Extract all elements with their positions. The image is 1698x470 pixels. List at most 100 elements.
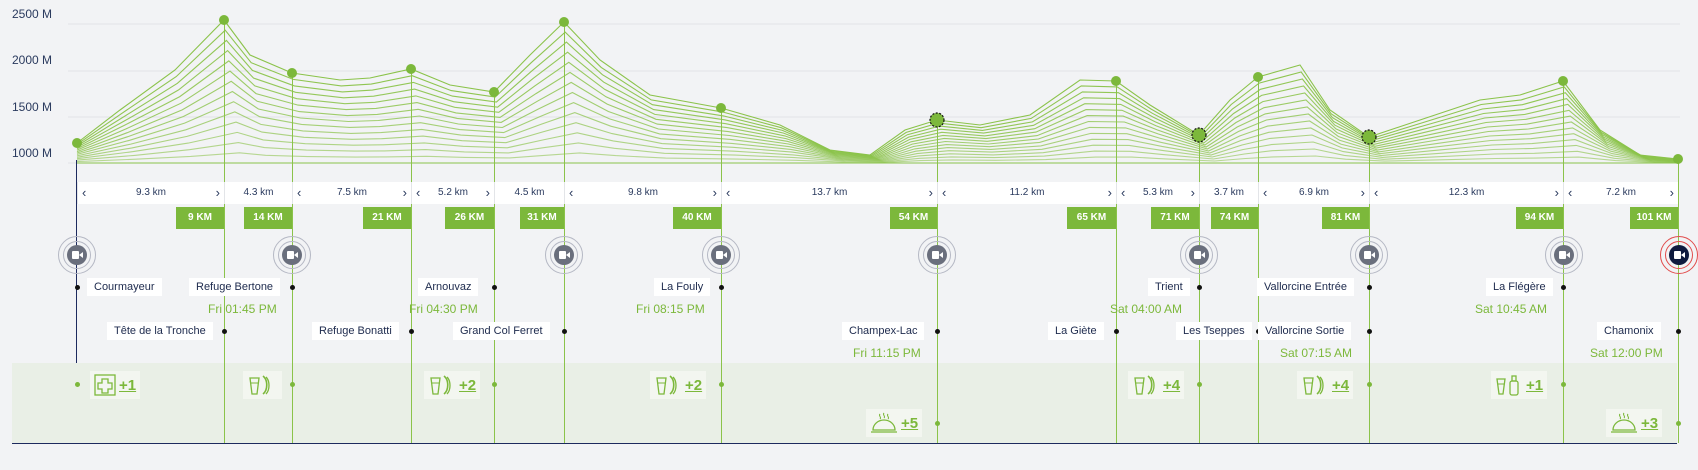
location-label-refuge-bonatti[interactable]: Refuge Bonatti — [312, 322, 399, 340]
checkpoint-marker-dashed — [1361, 129, 1377, 145]
location-dot — [562, 329, 567, 334]
chevron-right-icon: › — [1107, 185, 1112, 200]
km-marker: 31 KM — [520, 207, 564, 229]
service-dot — [719, 382, 724, 387]
webcam-button[interactable] — [545, 236, 583, 274]
location-label-chamonix[interactable]: Chamonix — [1597, 322, 1661, 340]
webcam-button[interactable] — [1180, 236, 1218, 274]
location-label-la-fouly[interactable]: La Fouly — [654, 278, 711, 296]
location-dot — [222, 329, 227, 334]
checkpoint-marker — [1558, 76, 1568, 86]
location-label-la-giete[interactable]: La Giète — [1048, 322, 1104, 340]
location-line — [411, 69, 412, 443]
segment-2[interactable]: 4.3 km — [224, 182, 292, 204]
services-vallorcine[interactable]: +4 — [1297, 371, 1354, 399]
chevron-right-icon: › — [402, 185, 407, 200]
segment-10[interactable]: 3.7 km — [1199, 182, 1258, 204]
location-label-vallorcine-sortie[interactable]: Vallorcine Sortie — [1258, 322, 1352, 340]
chevron-left-icon: ‹ — [82, 185, 87, 200]
location-label-la-flegere[interactable]: La Flégère — [1486, 278, 1553, 296]
service-count: +1 — [119, 376, 137, 394]
chevron-left-icon: ‹ — [1263, 185, 1268, 200]
segment-13[interactable]: ‹ 7.2 km › — [1563, 182, 1678, 204]
chevron-left-icon: ‹ — [942, 185, 947, 200]
video-camera-icon — [1559, 251, 1570, 259]
services-la-fouly[interactable]: +2 — [650, 371, 707, 399]
hot-meal-icon — [1611, 412, 1637, 433]
location-dot — [75, 285, 80, 290]
checkpoint-marker — [716, 103, 726, 113]
location-label-arnouvaz[interactable]: Arnouvaz — [418, 278, 479, 296]
webcam-button[interactable] — [58, 236, 96, 274]
elevation-ridge — [76, 49, 1679, 161]
segment-11[interactable]: ‹ 6.9 km › — [1258, 182, 1369, 204]
services-courmayeur[interactable]: +1 — [90, 371, 141, 399]
location-label-courmayeur[interactable]: Courmayeur — [87, 278, 162, 296]
hot-meal-icon — [871, 412, 897, 433]
chevron-left-icon: ‹ — [1121, 185, 1126, 200]
services-trient[interactable]: +4 — [1128, 371, 1185, 399]
km-marker: 54 KM — [890, 207, 937, 229]
location-label-les-tseppes[interactable]: Les Tseppes — [1176, 322, 1252, 340]
services-champex-lac[interactable]: +5 — [866, 409, 923, 437]
segment-1[interactable]: ‹ 9.3 km › — [77, 182, 224, 204]
km-marker: 94 KM — [1516, 207, 1563, 229]
webcam-live-button[interactable] — [1660, 236, 1698, 274]
location-label-champex-lac[interactable]: Champex-Lac — [842, 322, 925, 340]
video-camera-icon — [287, 251, 298, 259]
location-dot — [1561, 285, 1566, 290]
service-dot — [1197, 382, 1202, 387]
video-camera-icon — [932, 251, 943, 259]
services-chamonix[interactable]: +3 — [1606, 409, 1663, 437]
services-band — [12, 363, 1677, 443]
webcam-button[interactable] — [1545, 236, 1583, 274]
chevron-right-icon: › — [712, 185, 717, 200]
location-line — [224, 22, 225, 443]
elevation-ridge — [76, 70, 1679, 161]
webcam-button[interactable] — [702, 236, 740, 274]
location-line — [1258, 77, 1259, 443]
drink-bottle-icon — [1496, 375, 1519, 396]
location-label-tete-de-la-tronche[interactable]: Tête de la Tronche — [107, 322, 213, 340]
km-marker: 9 KM — [176, 207, 224, 229]
location-label-trient[interactable]: Trient — [1148, 278, 1190, 296]
chevron-left-icon: ‹ — [1568, 185, 1573, 200]
elevation-ridge — [76, 60, 1679, 161]
location-time: Sat 04:00 AM — [1110, 302, 1183, 316]
video-camera-icon — [716, 251, 727, 259]
webcam-button[interactable] — [273, 236, 311, 274]
location-label-refuge-bertone[interactable]: Refuge Bertone — [189, 278, 281, 296]
services-la-flegere[interactable]: +1 — [1491, 371, 1548, 399]
location-dot — [719, 285, 724, 290]
y-axis-label-2000: 2000 M — [12, 53, 53, 67]
segment-5[interactable]: 4.5 km — [494, 182, 564, 204]
segment-7[interactable]: ‹ 13.7 km › — [721, 182, 937, 204]
chevron-right-icon: › — [1360, 185, 1365, 200]
segment-4[interactable]: ‹ 5.2 km › — [411, 182, 494, 204]
service-dot — [1676, 421, 1681, 426]
service-dot — [492, 382, 497, 387]
webcam-button[interactable] — [1350, 236, 1388, 274]
services-refuge-bertone[interactable] — [243, 371, 282, 399]
location-label-grand-col-ferret[interactable]: Grand Col Ferret — [453, 322, 550, 340]
services-arnouvaz[interactable]: +2 — [424, 371, 481, 399]
segment-9[interactable]: ‹ 5.3 km › — [1116, 182, 1199, 204]
chevron-right-icon: › — [485, 185, 490, 200]
location-time: Fri 01:45 PM — [208, 302, 277, 316]
service-count: +2 — [685, 376, 703, 394]
location-dot — [1367, 329, 1372, 334]
elevation-ridge — [76, 111, 1679, 163]
elevation-ridge — [76, 90, 1679, 162]
video-camera-icon — [1194, 251, 1205, 259]
segment-8[interactable]: ‹ 11.2 km › — [937, 182, 1116, 204]
location-time: Sat 10:45 AM — [1475, 302, 1548, 316]
elevation-ridge — [76, 39, 1679, 161]
chevron-right-icon: › — [1669, 185, 1674, 200]
segment-3[interactable]: ‹ 7.5 km › — [292, 182, 411, 204]
location-label-vallorcine-entree[interactable]: Vallorcine Entrée — [1257, 278, 1354, 296]
location-dot — [1114, 329, 1119, 334]
webcam-button[interactable] — [918, 236, 956, 274]
segment-12[interactable]: ‹ 12.3 km › — [1369, 182, 1563, 204]
km-marker: 26 KM — [445, 207, 494, 229]
segment-6[interactable]: ‹ 9.8 km › — [564, 182, 721, 204]
